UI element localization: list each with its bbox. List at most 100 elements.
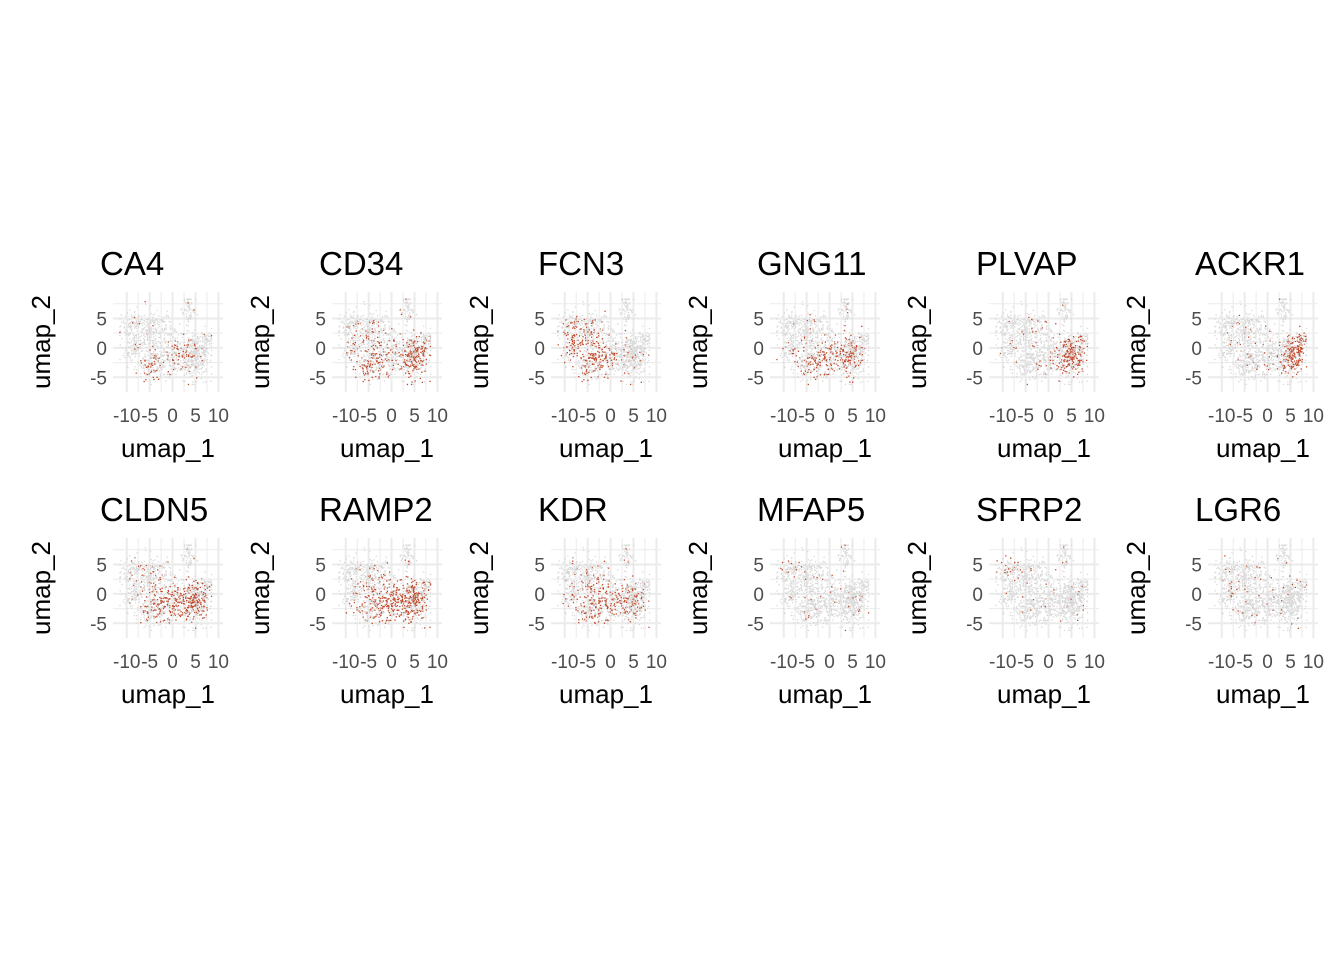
- cell-point-expressed: [353, 366, 354, 367]
- cell-point: [425, 344, 426, 345]
- cell-point: [350, 342, 351, 343]
- cell-point: [133, 334, 134, 335]
- cell-point: [620, 368, 621, 369]
- cell-point: [202, 337, 203, 338]
- cell-point: [801, 320, 802, 321]
- cell-point-expressed: [614, 357, 615, 358]
- cell-point: [130, 357, 131, 358]
- cell-point: [630, 332, 631, 333]
- cell-point: [156, 329, 157, 330]
- cell-point-expressed: [396, 346, 397, 347]
- cell-point: [422, 349, 423, 350]
- cell-point: [370, 334, 371, 335]
- cell-point-expressed: [403, 345, 404, 346]
- cell-point: [781, 332, 782, 333]
- cell-point: [818, 347, 819, 348]
- cell-point: [563, 348, 564, 349]
- cell-point: [386, 346, 387, 347]
- cell-point: [610, 365, 611, 366]
- cell-point: [630, 339, 631, 340]
- cell-point: [192, 310, 193, 311]
- cell-point: [830, 336, 831, 337]
- cell-point-expressed: [195, 348, 196, 349]
- cell-point-expressed: [592, 345, 593, 346]
- cell-point-expressed: [588, 340, 589, 341]
- cell-point: [348, 346, 349, 347]
- cell-point: [624, 333, 625, 334]
- cell-point: [368, 337, 369, 338]
- cell-point: [811, 348, 812, 349]
- cell-point: [154, 332, 155, 333]
- cell-point-expressed: [185, 352, 186, 353]
- cell-point: [195, 334, 196, 335]
- cell-point-expressed: [423, 352, 424, 353]
- cell-point: [388, 360, 389, 361]
- cell-point: [383, 329, 384, 330]
- cell-point: [815, 337, 816, 338]
- cell-point: [582, 333, 583, 334]
- cell-point: [411, 332, 412, 333]
- cell-point: [394, 352, 395, 353]
- cell-point: [402, 348, 403, 349]
- cell-point: [373, 324, 374, 325]
- cell-point: [202, 341, 203, 342]
- cell-point: [566, 342, 567, 343]
- cell-point: [356, 323, 357, 324]
- cell-point: [597, 319, 598, 320]
- cell-point-expressed: [422, 351, 423, 352]
- cell-point: [856, 354, 857, 355]
- cell-point: [630, 310, 631, 311]
- cell-point: [352, 334, 353, 335]
- cell-point: [810, 377, 811, 378]
- cell-point: [791, 369, 792, 370]
- cell-point: [408, 368, 409, 369]
- cell-point: [625, 299, 626, 300]
- cell-point: [803, 366, 804, 367]
- cell-point: [379, 363, 380, 364]
- cell-point: [603, 329, 604, 330]
- cell-point: [644, 348, 645, 349]
- cell-point: [354, 323, 355, 324]
- cell-point-expressed: [839, 368, 840, 369]
- cell-point: [200, 341, 201, 342]
- cell-point: [623, 367, 624, 368]
- cell-point-expressed: [626, 337, 627, 338]
- cell-point: [353, 312, 354, 313]
- cell-point: [406, 366, 407, 367]
- cell-point-expressed: [386, 354, 387, 355]
- cell-point: [407, 305, 408, 306]
- cell-point: [814, 310, 815, 311]
- cell-point: [620, 337, 621, 338]
- cell-point: [405, 324, 406, 325]
- cell-point-expressed: [355, 369, 356, 370]
- cell-point: [350, 330, 351, 331]
- cell-point-expressed: [168, 341, 169, 342]
- cell-point: [132, 350, 133, 351]
- cell-point-expressed: [616, 359, 617, 360]
- cell-point: [361, 322, 362, 323]
- cell-point: [827, 366, 828, 367]
- cell-point: [148, 369, 149, 370]
- cell-point: [806, 325, 807, 326]
- cell-point: [825, 371, 826, 372]
- cell-point: [183, 357, 184, 358]
- cell-point: [167, 354, 168, 355]
- cell-point-expressed: [595, 319, 596, 320]
- cell-point: [601, 352, 602, 353]
- cell-point: [594, 341, 595, 342]
- cell-point: [782, 350, 783, 351]
- cell-point: [154, 324, 155, 325]
- cell-point: [166, 315, 167, 316]
- cell-point-expressed: [623, 349, 624, 350]
- cell-point: [406, 299, 407, 300]
- cell-point: [596, 333, 597, 334]
- cell-point-expressed: [803, 347, 804, 348]
- cell-point-expressed: [177, 346, 178, 347]
- cell-point: [187, 325, 188, 326]
- cell-point: [359, 373, 360, 374]
- cell-point: [587, 346, 588, 347]
- cell-point: [575, 323, 576, 324]
- cell-point: [565, 330, 566, 331]
- cell-point: [357, 327, 358, 328]
- cell-point: [800, 335, 801, 336]
